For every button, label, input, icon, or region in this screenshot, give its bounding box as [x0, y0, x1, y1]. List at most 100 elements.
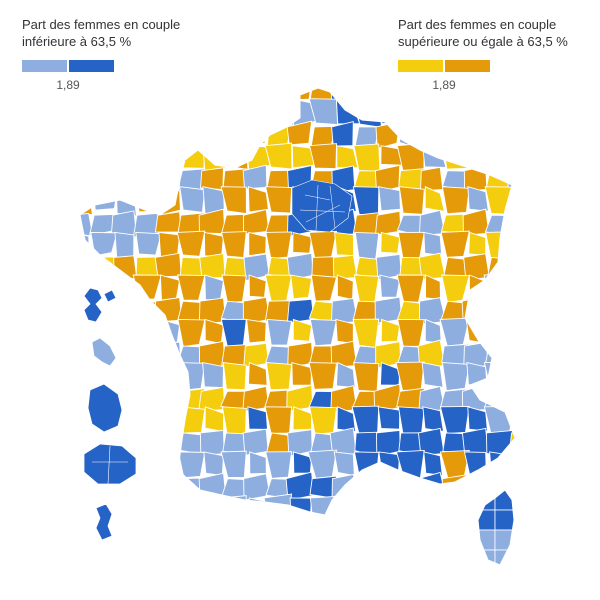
department-cell-319: [158, 406, 181, 432]
department-cell-81: [468, 145, 491, 168]
department-cell-288: [395, 361, 425, 391]
department-cell-325: [292, 406, 313, 431]
department-cell-251: [510, 318, 515, 343]
department-cell-285: [335, 361, 356, 389]
department-cell-162: [397, 231, 425, 259]
department-cell-240: [266, 318, 293, 346]
department-cell-330: [397, 406, 425, 435]
department-cell-412: [351, 493, 380, 515]
department-cell-65: [111, 143, 139, 173]
department-cell-19: [484, 88, 514, 105]
department-cell-1: [88, 88, 118, 105]
department-cell-100: [420, 166, 444, 192]
legend-high: Part des femmes en couple supérieure ou …: [398, 16, 568, 92]
department-cell-38: [440, 98, 471, 127]
department-cell-87: [133, 169, 162, 192]
department-cell-78: [396, 142, 425, 171]
department-cell-146: [506, 209, 515, 237]
department-cell-70: [223, 145, 249, 171]
department-cell-110: [179, 186, 206, 213]
legend-high-swatch-yellow: [398, 60, 443, 72]
corsica-cell-4: [494, 509, 514, 531]
department-cell-321: [204, 406, 224, 433]
department-cell-64: [94, 145, 118, 169]
department-cell-119: [378, 186, 401, 212]
legend-low-title-line2: inférieure à 63,5 %: [22, 34, 132, 49]
department-cell-272: [505, 339, 515, 369]
department-cell-24: [138, 98, 163, 125]
department-cell-161: [380, 231, 401, 254]
department-cell-160: [354, 231, 380, 260]
department-cell-369: [333, 451, 355, 477]
department-cell-293: [511, 361, 515, 387]
department-cell-80: [442, 144, 470, 170]
department-cell-252: [80, 340, 94, 369]
department-cell-159: [334, 231, 355, 257]
department-cell-42: [80, 126, 90, 149]
department-cell-83: [511, 145, 515, 167]
department-cell-249: [465, 318, 487, 344]
france-outline: [79, 87, 516, 516]
department-cell-20: [506, 88, 515, 104]
department-cell-6: [198, 88, 224, 103]
department-cell-415: [419, 495, 443, 515]
department-cell-28: [222, 98, 251, 127]
department-cell-259: [221, 344, 248, 369]
department-cell-86: [112, 168, 136, 195]
department-cell-17: [440, 88, 470, 103]
overseas-mayotte: [95, 503, 113, 541]
department-cell-324: [264, 406, 293, 434]
department-cell-56: [375, 121, 401, 150]
department-cell-5: [176, 88, 206, 106]
department-cell-26: [180, 98, 207, 125]
legend-low-bar: [22, 60, 180, 72]
department-cell-76: [353, 143, 381, 172]
overseas-guyane: [87, 383, 123, 433]
corsica-outline: [477, 489, 515, 566]
department-cell-237: [204, 318, 224, 345]
department-cell-14: [374, 88, 401, 103]
department-cell-82: [485, 143, 514, 171]
department-cell-198: [264, 274, 293, 303]
legend-low-tick: 1,89: [56, 78, 80, 92]
department-cell-410: [309, 495, 338, 515]
department-cell-18: [462, 88, 487, 105]
department-cell-66: [136, 145, 162, 168]
department-cell-152: [176, 230, 206, 257]
department-cell-320: [178, 406, 206, 434]
department-cell-256: [155, 341, 182, 370]
department-cell-134: [242, 209, 270, 235]
department-cell-328: [351, 405, 380, 436]
department-cell-39: [466, 98, 493, 124]
legend-high-bar: [398, 60, 568, 72]
department-cell-329: [377, 406, 401, 430]
department-cell-44: [112, 126, 135, 151]
department-cell-140: [374, 210, 402, 236]
department-cell-356: [508, 432, 515, 458]
department-cell-291: [466, 361, 488, 388]
department-cell-373: [423, 451, 443, 476]
department-cell-67: [159, 145, 183, 170]
department-cell-398: [507, 476, 515, 500]
department-cell-157: [292, 231, 313, 254]
department-cell-191: [114, 274, 135, 305]
department-cell-399: [80, 497, 91, 515]
department-cell-233: [115, 318, 135, 349]
department-cell-72: [264, 142, 293, 170]
department-cell-85: [90, 165, 118, 194]
department-cell-212: [110, 296, 139, 327]
overseas-reunion: [83, 443, 137, 485]
department-cell-204: [396, 274, 425, 303]
department-cell-27: [203, 98, 229, 126]
department-cell-209: [509, 274, 515, 299]
department-cell-377: [508, 451, 515, 475]
department-cell-133: [220, 213, 248, 237]
department-cell-344: [242, 428, 269, 456]
department-cell-334: [483, 405, 514, 435]
corsica-cell-6: [478, 529, 496, 551]
overseas-guadeloupe: [83, 287, 117, 323]
department-cell-220: [286, 298, 315, 324]
department-cell-196: [221, 274, 247, 304]
department-cell-63: [80, 145, 95, 171]
legend-low-swatch-dark: [69, 60, 114, 72]
